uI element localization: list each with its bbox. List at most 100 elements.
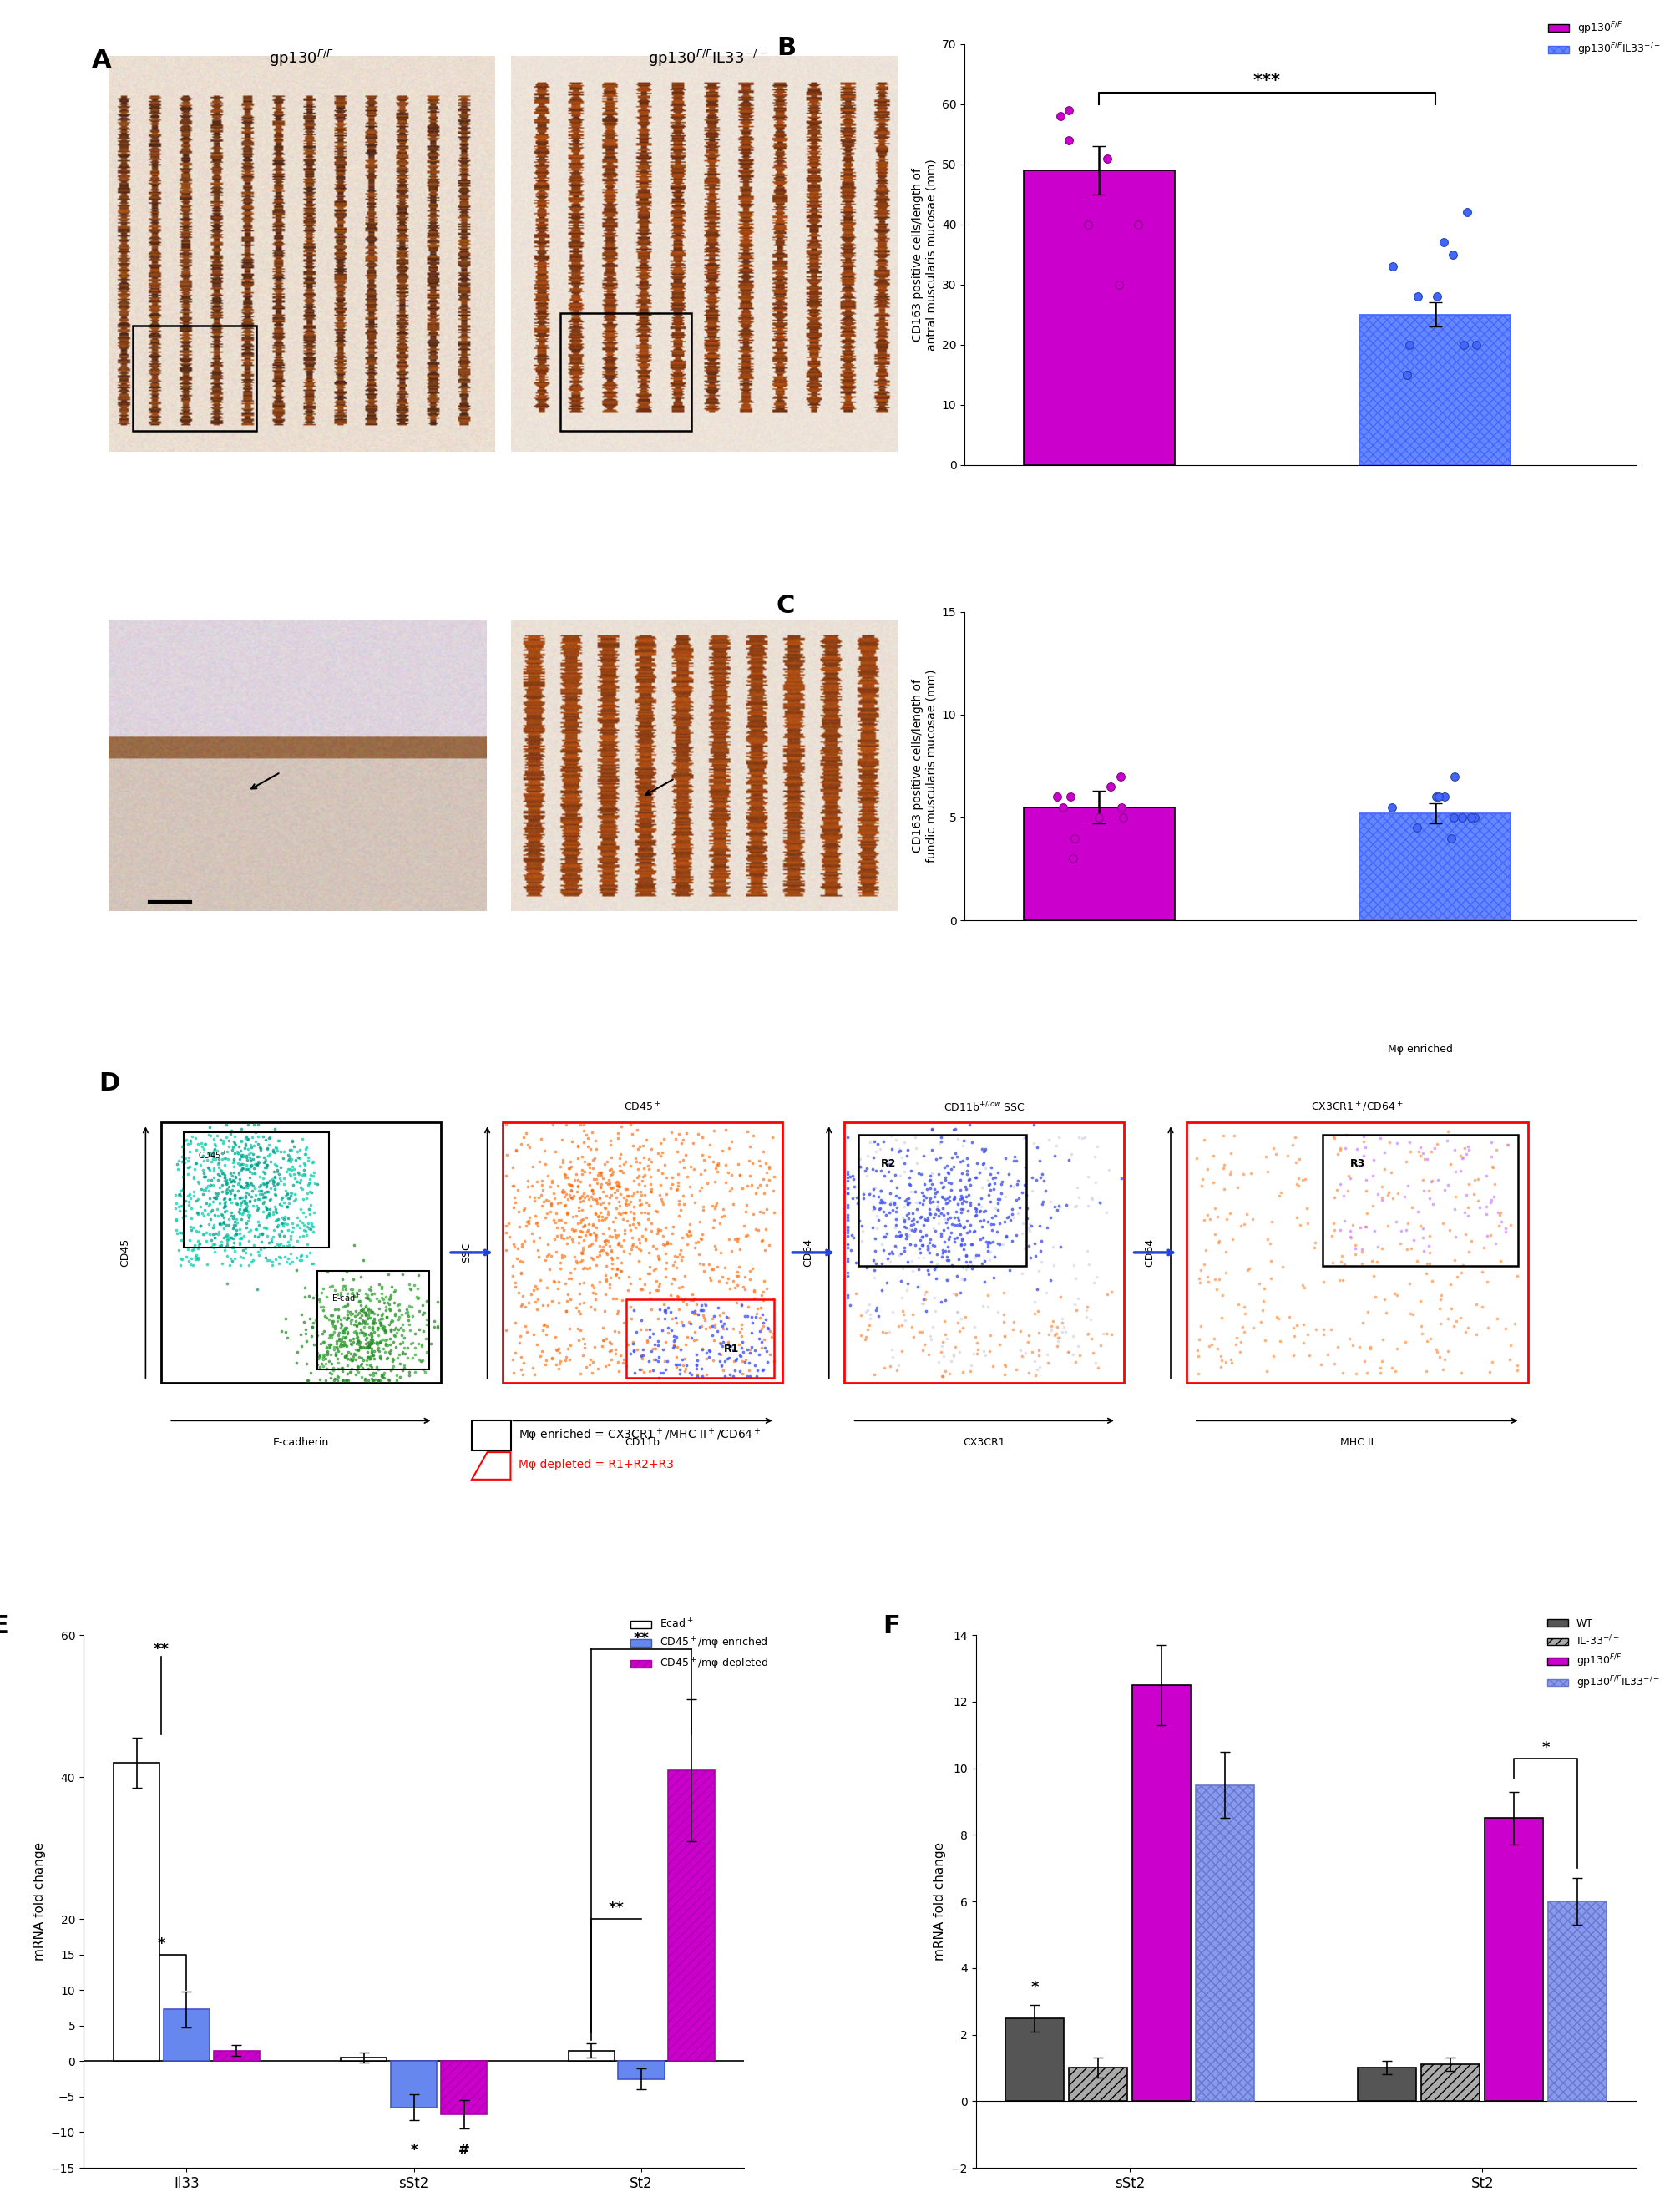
- Point: [341, 1298, 367, 1334]
- Point: [541, 1135, 568, 1170]
- Point: [752, 1321, 778, 1356]
- Point: [848, 1212, 875, 1248]
- Point: [1465, 1183, 1491, 1219]
- Point: [266, 1157, 292, 1192]
- Point: [1012, 1336, 1039, 1371]
- Point: [593, 1177, 620, 1212]
- Point: [586, 1168, 613, 1203]
- Point: [1050, 1310, 1077, 1345]
- Point: [217, 1164, 244, 1199]
- Point: [1416, 1219, 1443, 1254]
- Point: [1319, 1206, 1346, 1241]
- Point: [327, 1310, 354, 1345]
- Point: [1436, 1212, 1463, 1248]
- Point: [1369, 1179, 1396, 1214]
- Point: [531, 1307, 558, 1343]
- Text: R2: R2: [880, 1159, 897, 1168]
- Point: [932, 1316, 959, 1352]
- Point: [239, 1130, 266, 1166]
- Point: [924, 1188, 950, 1223]
- Point: [898, 1203, 925, 1239]
- Point: [1423, 1332, 1450, 1367]
- Point: [962, 1310, 989, 1345]
- Point: [220, 1164, 247, 1199]
- Point: [1451, 1130, 1478, 1166]
- Point: [688, 1332, 715, 1367]
- Point: [366, 1305, 392, 1340]
- Point: [1211, 1148, 1237, 1183]
- Point: [220, 1155, 247, 1190]
- Point: [903, 1192, 930, 1228]
- Point: [868, 1152, 895, 1188]
- Point: [1099, 1316, 1126, 1352]
- Point: [271, 1239, 297, 1274]
- Point: [638, 1334, 665, 1369]
- Point: [214, 1221, 240, 1256]
- Point: [935, 1232, 962, 1267]
- Point: [254, 1133, 281, 1168]
- Point: [394, 1294, 421, 1329]
- Point: [596, 1270, 623, 1305]
- Point: [967, 1221, 994, 1256]
- Point: [1199, 1166, 1226, 1201]
- Point: [897, 1168, 924, 1203]
- Point: [598, 1157, 625, 1192]
- Point: [705, 1290, 731, 1325]
- Point: [1441, 1179, 1468, 1214]
- Point: [351, 1360, 377, 1396]
- Point: [636, 1274, 663, 1310]
- Point: [897, 1159, 924, 1194]
- Point: [967, 1190, 994, 1225]
- Point: [551, 1175, 578, 1210]
- Point: [1077, 1303, 1104, 1338]
- Point: [389, 1352, 416, 1387]
- Point: [352, 1287, 379, 1323]
- Point: [511, 1119, 538, 1155]
- Point: [746, 1301, 773, 1336]
- Point: [1187, 1310, 1214, 1345]
- Point: [917, 1197, 944, 1232]
- Point: [202, 1217, 229, 1252]
- Point: [504, 1230, 531, 1265]
- Point: [1004, 1217, 1030, 1252]
- Point: [357, 1336, 384, 1371]
- Point: [526, 1263, 553, 1298]
- Point: [691, 1303, 718, 1338]
- Point: [367, 1325, 394, 1360]
- Point: [706, 1303, 733, 1338]
- Point: [179, 1210, 205, 1245]
- Point: [232, 1190, 259, 1225]
- Point: [526, 1181, 553, 1217]
- Point: [374, 1256, 401, 1292]
- Point: [309, 1290, 336, 1325]
- Point: [952, 1210, 979, 1245]
- Text: gp130$^{F/F}$: gp130$^{F/F}$: [269, 49, 334, 69]
- Point: [553, 1159, 579, 1194]
- Point: [690, 1296, 716, 1332]
- Point: [247, 1172, 274, 1208]
- Point: [1045, 1119, 1072, 1155]
- Point: [269, 1206, 296, 1241]
- Point: [561, 1212, 588, 1248]
- Point: [947, 1276, 974, 1312]
- Point: [917, 1243, 944, 1279]
- Point: [165, 1190, 192, 1225]
- Point: [347, 1329, 374, 1365]
- Point: [197, 1194, 224, 1230]
- Point: [613, 1172, 640, 1208]
- Point: [284, 1208, 311, 1243]
- Point: [346, 1327, 372, 1363]
- Point: [969, 1210, 995, 1245]
- Point: [912, 1281, 939, 1316]
- Point: [207, 1206, 234, 1241]
- Point: [584, 1352, 611, 1387]
- Point: [282, 1181, 309, 1217]
- Point: [1414, 1323, 1441, 1358]
- Point: [670, 1283, 696, 1318]
- Point: [838, 1232, 865, 1267]
- Point: [1216, 1157, 1242, 1192]
- Point: [882, 1194, 908, 1230]
- Point: [519, 1349, 546, 1385]
- Bar: [1421, 2064, 1480, 2101]
- Point: [660, 1329, 686, 1365]
